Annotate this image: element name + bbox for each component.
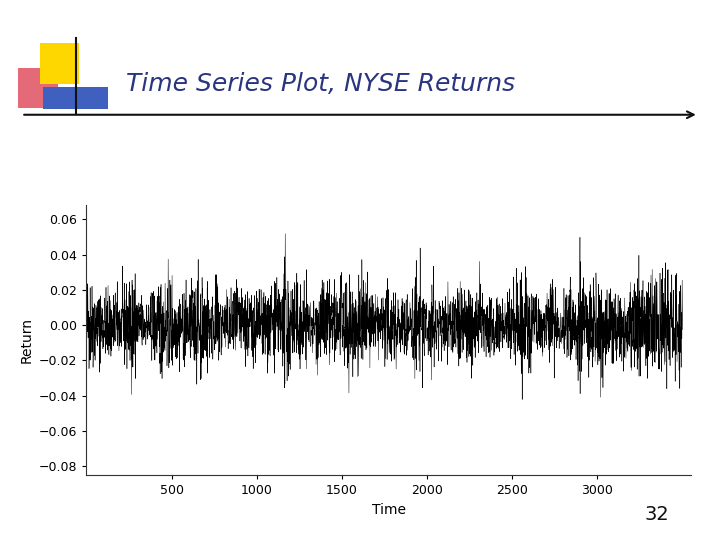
Text: 32: 32 [645,505,670,524]
Y-axis label: Return: Return [19,317,33,363]
Text: Time Series Plot, NYSE Returns: Time Series Plot, NYSE Returns [126,72,515,96]
X-axis label: Time: Time [372,503,406,517]
